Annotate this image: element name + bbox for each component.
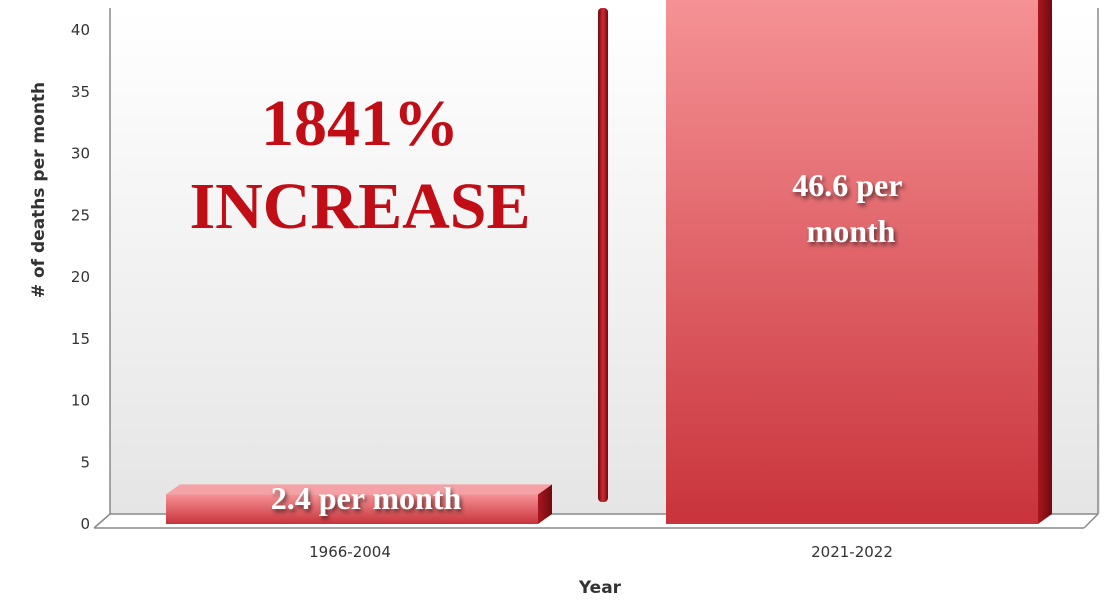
bar-2021-2022: [666, 0, 1038, 524]
y-tick-label: 40: [71, 21, 90, 39]
x-axis-title: Year: [578, 578, 622, 598]
y-tick-label: 10: [71, 392, 90, 410]
x-tick-label-1: 1966-2004: [309, 543, 391, 561]
y-tick-label: 25: [71, 206, 90, 224]
bar-label-1966-2004: 2.4 per month: [271, 480, 462, 516]
x-tick-label-2: 2021-2022: [811, 543, 893, 561]
bar-1966-2004: [166, 494, 538, 524]
bar-side-1966-2004: [538, 484, 552, 524]
bar-label-2021-2022-line-2: month: [807, 213, 896, 249]
y-axis-title: # of deaths per month: [29, 82, 49, 298]
bars: [166, 0, 1052, 524]
y-axis-ticks: 0 5 10 15 20 25 30 35 40: [71, 21, 90, 533]
bar-label-2021-2022: 46.6 per month: [792, 167, 910, 249]
bar-label-2021-2022-line-1: 46.6 per: [792, 167, 902, 203]
y-tick-label: 20: [71, 268, 90, 286]
bar-side-2021-2022: [1038, 0, 1052, 524]
y-tick-label: 5: [80, 453, 90, 471]
y-tick-label: 35: [71, 83, 90, 101]
increase-word-annotation: INCREASE: [189, 170, 530, 243]
divider-line: [598, 8, 608, 502]
y-tick-label: 15: [71, 330, 90, 348]
bar-top-1966-2004: [166, 484, 552, 495]
increase-percent-annotation: 1841%: [261, 87, 459, 160]
y-tick-label: 30: [71, 145, 90, 163]
y-tick-label: 0: [80, 515, 90, 533]
